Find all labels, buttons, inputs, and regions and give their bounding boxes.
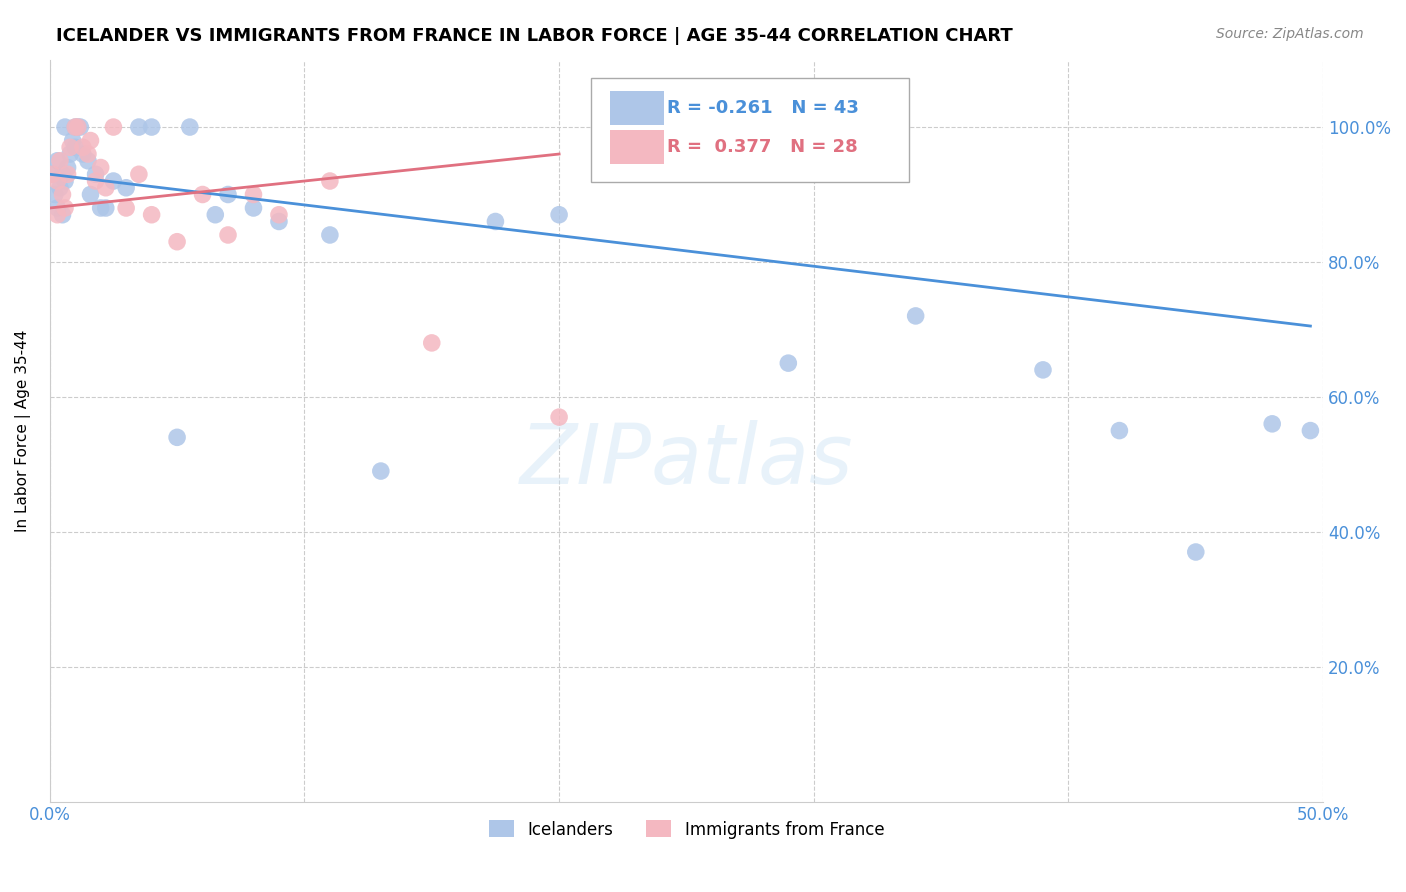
Point <box>904 309 927 323</box>
Point <box>267 208 290 222</box>
Point <box>1032 363 1054 377</box>
Point <box>72 147 94 161</box>
Text: ICELANDER VS IMMIGRANTS FROM FRANCE IN LABOR FORCE | AGE 35-44 CORRELATION CHART: ICELANDER VS IMMIGRANTS FROM FRANCE IN L… <box>56 27 1012 45</box>
Legend: Icelanders, Immigrants from France: Icelanders, Immigrants from France <box>482 814 891 846</box>
Y-axis label: In Labor Force | Age 35-44: In Labor Force | Age 35-44 <box>15 329 31 532</box>
Point <box>49 153 72 168</box>
FancyBboxPatch shape <box>610 130 664 164</box>
Point <box>166 430 188 444</box>
Point <box>94 180 117 194</box>
Point <box>267 214 290 228</box>
Text: R =  0.377   N = 28: R = 0.377 N = 28 <box>668 138 858 156</box>
Point <box>319 174 342 188</box>
Point <box>84 167 107 181</box>
Point <box>56 161 79 175</box>
Point <box>128 120 150 134</box>
Point <box>141 208 163 222</box>
Point <box>41 167 63 181</box>
Point <box>56 167 79 181</box>
Text: R = -0.261   N = 43: R = -0.261 N = 43 <box>668 99 859 117</box>
Point <box>63 140 86 154</box>
Point <box>484 214 506 228</box>
Point <box>44 187 66 202</box>
Point <box>59 147 82 161</box>
Point <box>77 153 100 168</box>
Point <box>63 120 86 134</box>
Point <box>79 134 101 148</box>
Text: ZIPatlas: ZIPatlas <box>520 420 853 500</box>
Point <box>77 147 100 161</box>
Point <box>51 187 73 202</box>
Point <box>46 208 69 222</box>
Point <box>204 208 226 222</box>
Point <box>179 120 201 134</box>
Point <box>59 140 82 154</box>
Point <box>1108 424 1130 438</box>
Point <box>319 227 342 242</box>
FancyBboxPatch shape <box>610 91 664 125</box>
Point <box>115 180 138 194</box>
Point <box>90 201 112 215</box>
Point <box>69 120 91 134</box>
Point <box>1299 424 1322 438</box>
Point <box>79 187 101 202</box>
Point <box>103 120 125 134</box>
Point <box>51 208 73 222</box>
Point <box>370 464 392 478</box>
Point <box>53 201 76 215</box>
Point <box>1261 417 1284 431</box>
Point <box>242 187 264 202</box>
Point <box>217 227 239 242</box>
Point <box>115 201 138 215</box>
Point <box>1184 545 1206 559</box>
Point <box>72 140 94 154</box>
Point <box>66 120 89 134</box>
Text: Source: ZipAtlas.com: Source: ZipAtlas.com <box>1216 27 1364 41</box>
Point <box>62 134 84 148</box>
Point <box>166 235 188 249</box>
Point <box>191 187 214 202</box>
Point <box>103 174 125 188</box>
Point <box>548 208 571 222</box>
Point <box>128 167 150 181</box>
Point <box>420 335 443 350</box>
Point <box>141 120 163 134</box>
Point <box>90 161 112 175</box>
Point <box>778 356 800 370</box>
Point <box>84 174 107 188</box>
Point <box>94 201 117 215</box>
Point <box>51 167 73 181</box>
Point <box>242 201 264 215</box>
Point <box>53 174 76 188</box>
Point <box>53 120 76 134</box>
Point <box>49 180 72 194</box>
Point <box>66 120 89 134</box>
Point <box>46 174 69 188</box>
Point <box>548 410 571 425</box>
Point <box>63 120 86 134</box>
Point <box>46 201 69 215</box>
Point <box>41 167 63 181</box>
Point <box>46 153 69 168</box>
FancyBboxPatch shape <box>591 78 910 182</box>
Point <box>217 187 239 202</box>
